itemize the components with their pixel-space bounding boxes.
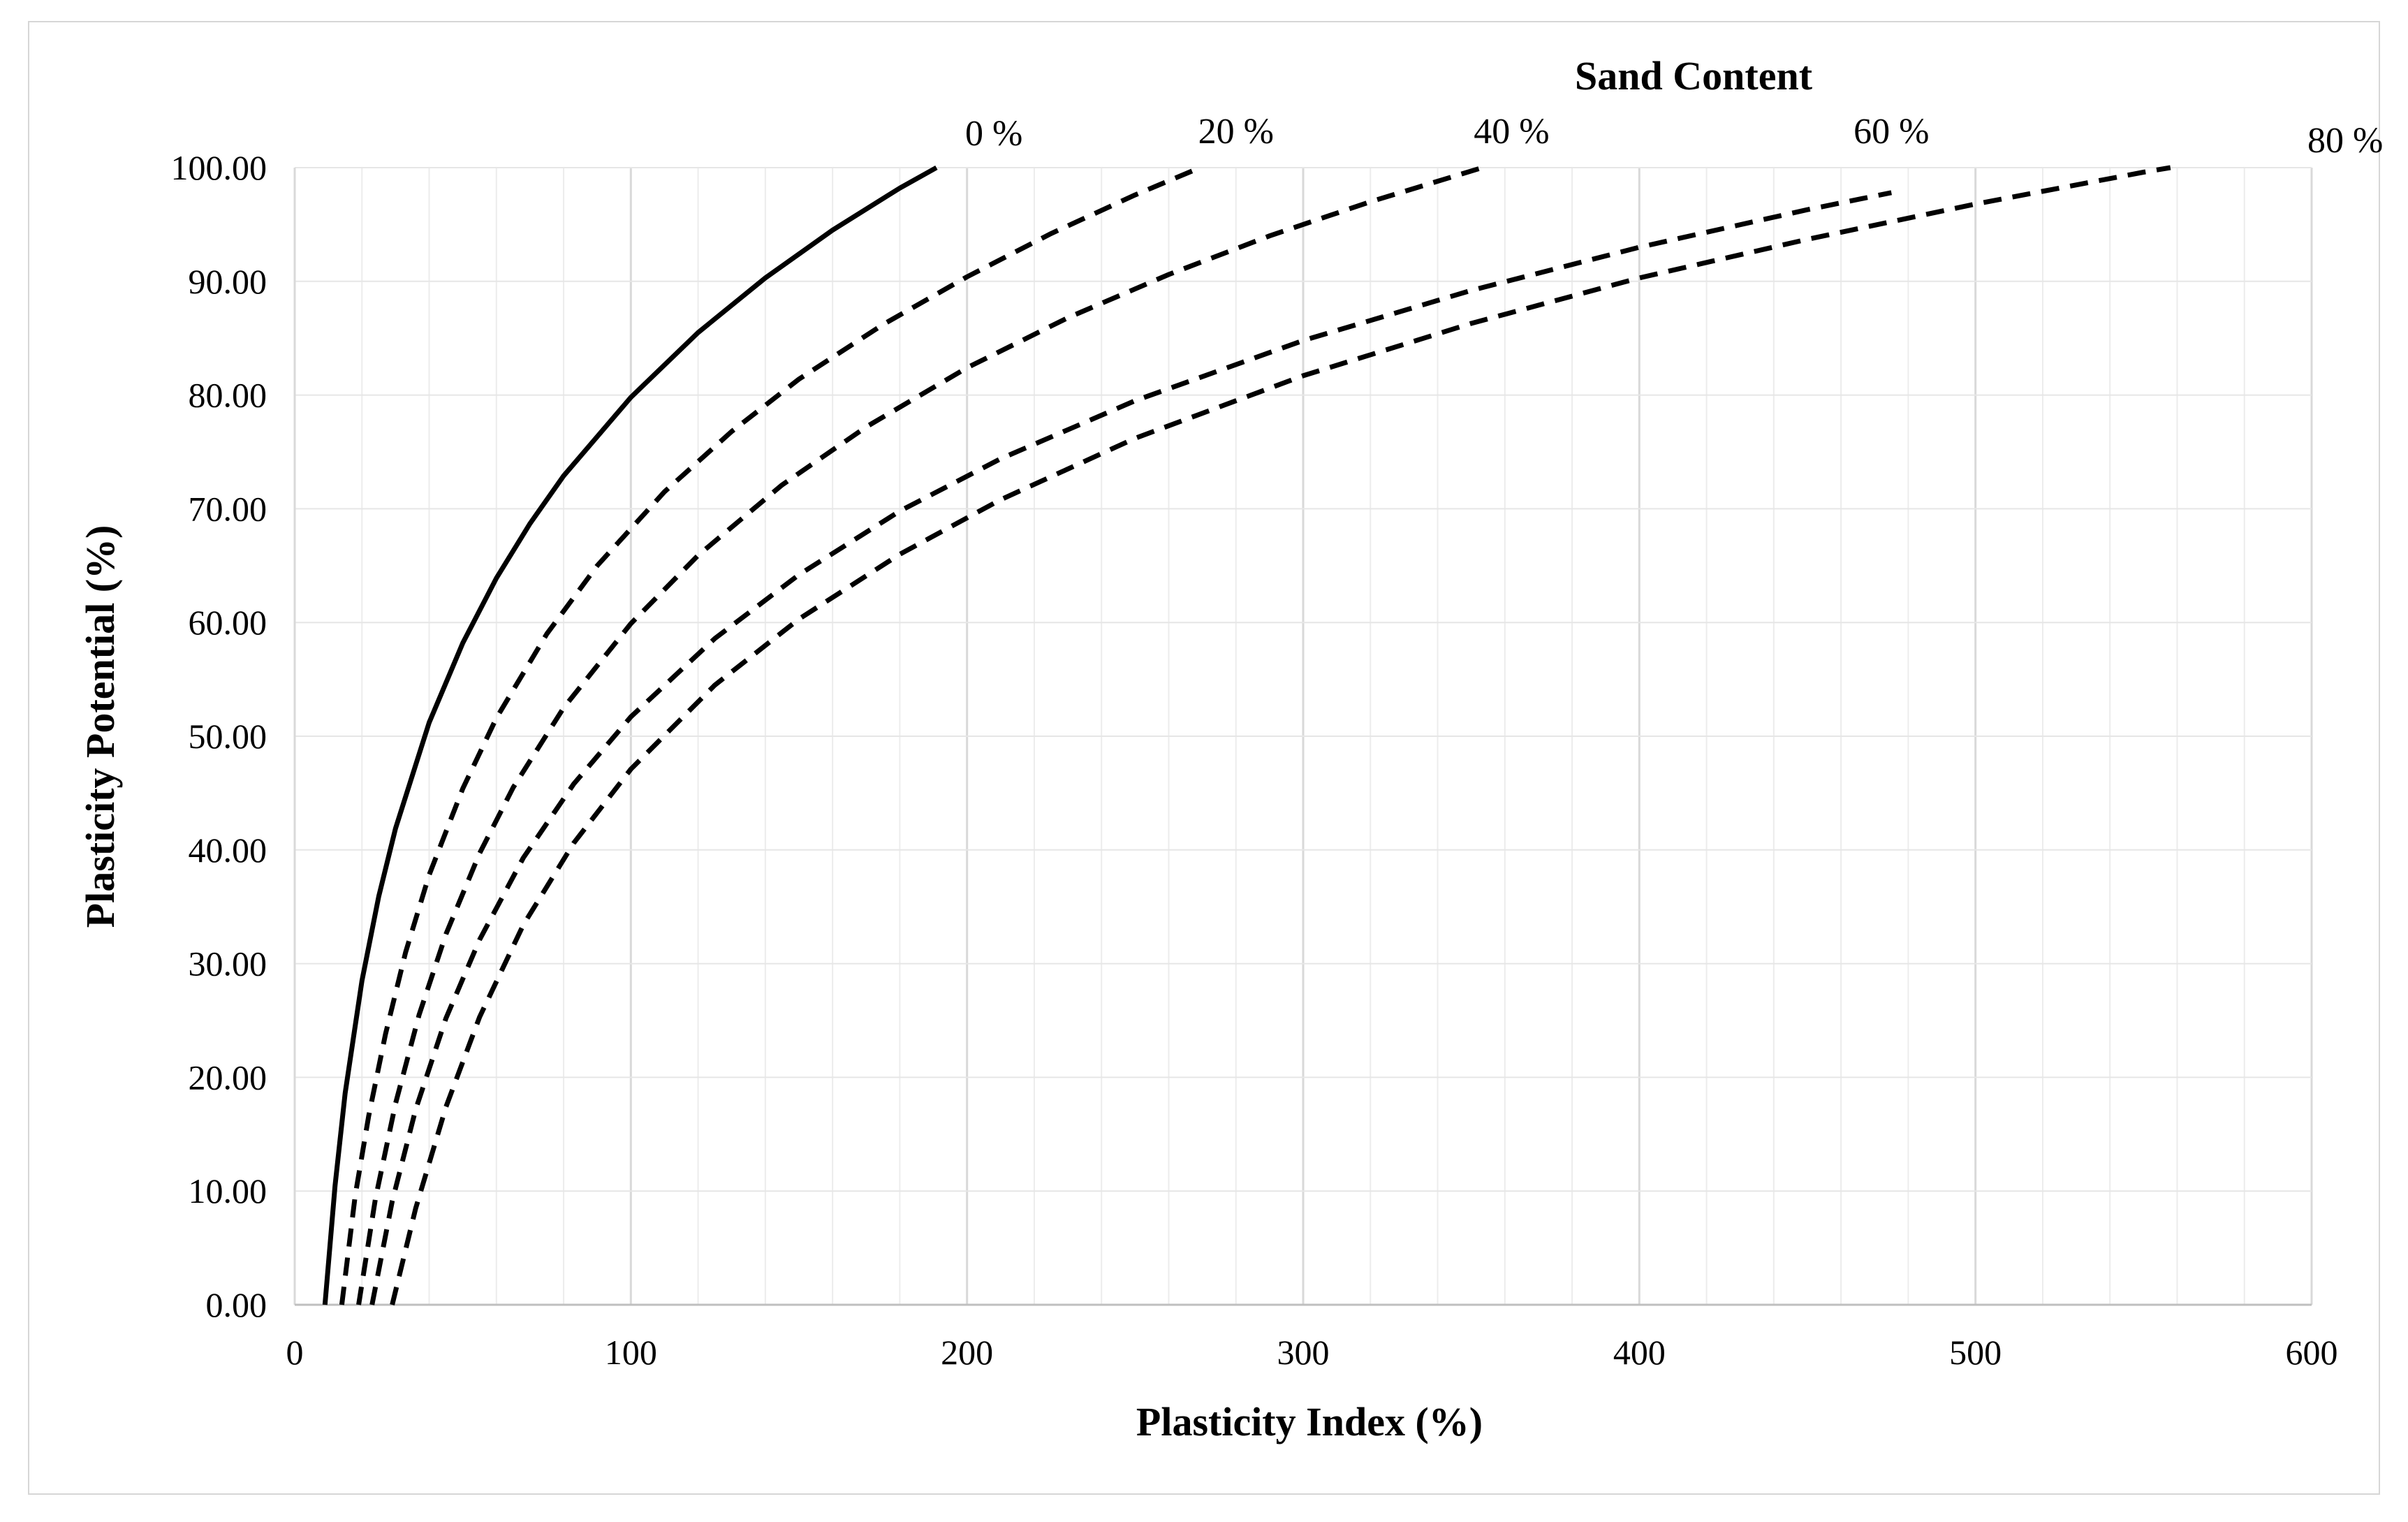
series-line-80-percent: [390, 165, 2171, 1305]
series-line-0-percent: [322, 165, 938, 1305]
y-tick-label: 40.00: [189, 830, 267, 870]
y-tick-label: 60.00: [189, 603, 267, 642]
x-tick-label: 300: [1277, 1333, 1330, 1372]
x-axis-title: Plasticity Index (%): [1136, 1399, 1483, 1444]
x-tick-label: 500: [1949, 1333, 2002, 1372]
x-tick-label: 200: [941, 1333, 993, 1372]
series-label-20-percent: 20 %: [1198, 112, 1274, 152]
legend-title: Sand Content: [1575, 53, 1813, 98]
series-lines: [322, 165, 2171, 1305]
y-tick-label: 30.00: [189, 944, 267, 983]
series-label-40-percent: 40 %: [1474, 112, 1549, 152]
x-tick-label: 600: [2286, 1333, 2338, 1372]
series-label-0-percent: 0 %: [965, 114, 1022, 154]
gridlines: [295, 167, 2313, 1305]
y-tick-label: 0.00: [206, 1285, 267, 1324]
x-tick-label: 0: [286, 1333, 304, 1372]
series-label-60-percent: 60 %: [1853, 112, 1929, 152]
y-tick-label: 10.00: [189, 1171, 267, 1210]
y-tick-label: 20.00: [189, 1058, 267, 1097]
series-labels: 0 % 20 % 40 % 60 % 80 %: [965, 112, 2383, 161]
series-line-60-percent: [369, 190, 1892, 1305]
series-label-80-percent: 80 %: [2307, 121, 2383, 161]
x-tick-label: 100: [605, 1333, 657, 1372]
series-line-20-percent: [339, 165, 1201, 1305]
axes: [293, 168, 2312, 1306]
y-tick-label: 80.00: [189, 376, 267, 415]
y-tick-label: 90.00: [189, 262, 267, 301]
y-axis-title: Plasticity Potential (%): [78, 525, 123, 928]
y-tick-label: 70.00: [189, 489, 267, 528]
tick-labels: 0 100 200 300 400 500 600 0.00 10.00 20.00 30.00 40…: [171, 148, 2338, 1372]
y-tick-label: 50.00: [189, 717, 267, 756]
x-tick-label: 400: [1613, 1333, 1666, 1372]
series-line-40-percent: [356, 165, 1483, 1305]
y-tick-label: 100.00: [171, 148, 267, 187]
